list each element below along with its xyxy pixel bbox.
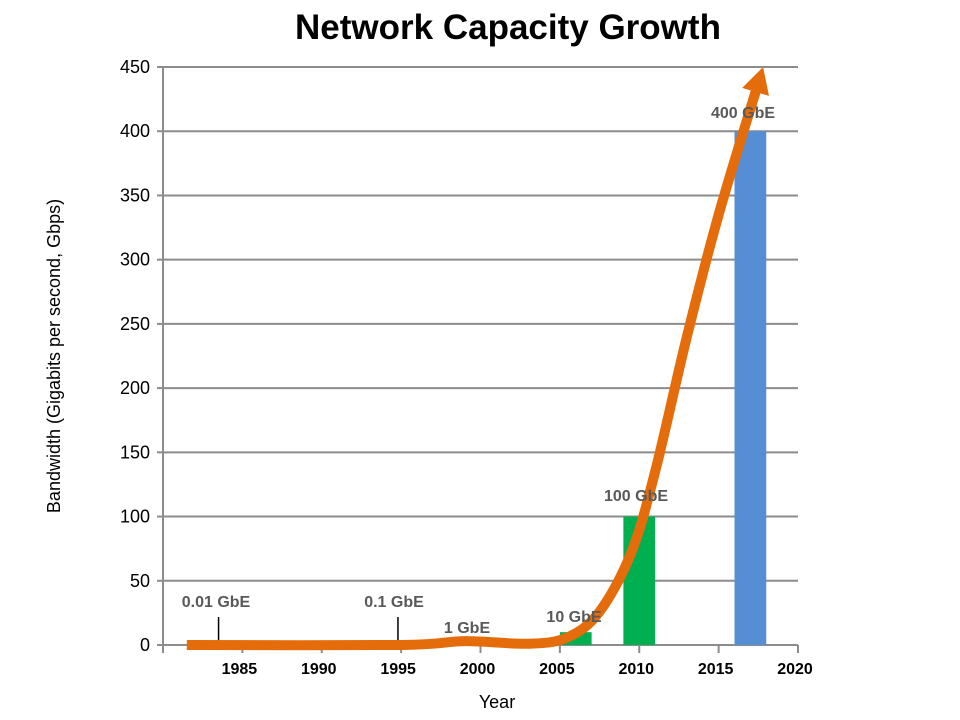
bar [734, 131, 767, 645]
y-tick-label: 450 [120, 57, 150, 77]
y-tick-label: 250 [120, 314, 150, 334]
x-tick-label: 1985 [222, 661, 258, 678]
y-tick-label: 350 [120, 185, 150, 205]
x-tick-label: 2010 [618, 661, 654, 678]
x-tick-label: 2000 [460, 661, 496, 678]
y-tick-label: 200 [120, 378, 150, 398]
trend-curve [186, 86, 762, 651]
x-tick-label: 2005 [539, 661, 575, 678]
bar-label: 400 GbE [711, 105, 775, 122]
chart-title: Network Capacity Growth [295, 8, 721, 47]
trend-arrowhead [742, 67, 769, 96]
marker-label: 0.01 GbE [182, 594, 251, 611]
x-axis-label: Year [479, 692, 515, 712]
point-label: 1 GbE [444, 620, 491, 637]
bar-label: 100 GbE [604, 488, 668, 505]
marker-label: 0.1 GbE [364, 594, 424, 611]
bar-label: 10 GbE [546, 609, 601, 626]
x-tick-label: 1990 [301, 661, 337, 678]
x-tick-label: 2020 [777, 661, 813, 678]
y-tick-label: 300 [120, 250, 150, 270]
x-tick-label: 1995 [380, 661, 416, 678]
y-tick-label: 100 [120, 507, 150, 527]
y-axis-label: Bandwidth (Gigabits per second, Gbps) [44, 199, 64, 513]
x-tick-label: 2015 [698, 661, 734, 678]
y-tick-label: 0 [140, 635, 150, 655]
y-tick-label: 50 [130, 571, 150, 591]
y-tick-label: 150 [120, 442, 150, 462]
y-tick-label: 400 [120, 121, 150, 141]
